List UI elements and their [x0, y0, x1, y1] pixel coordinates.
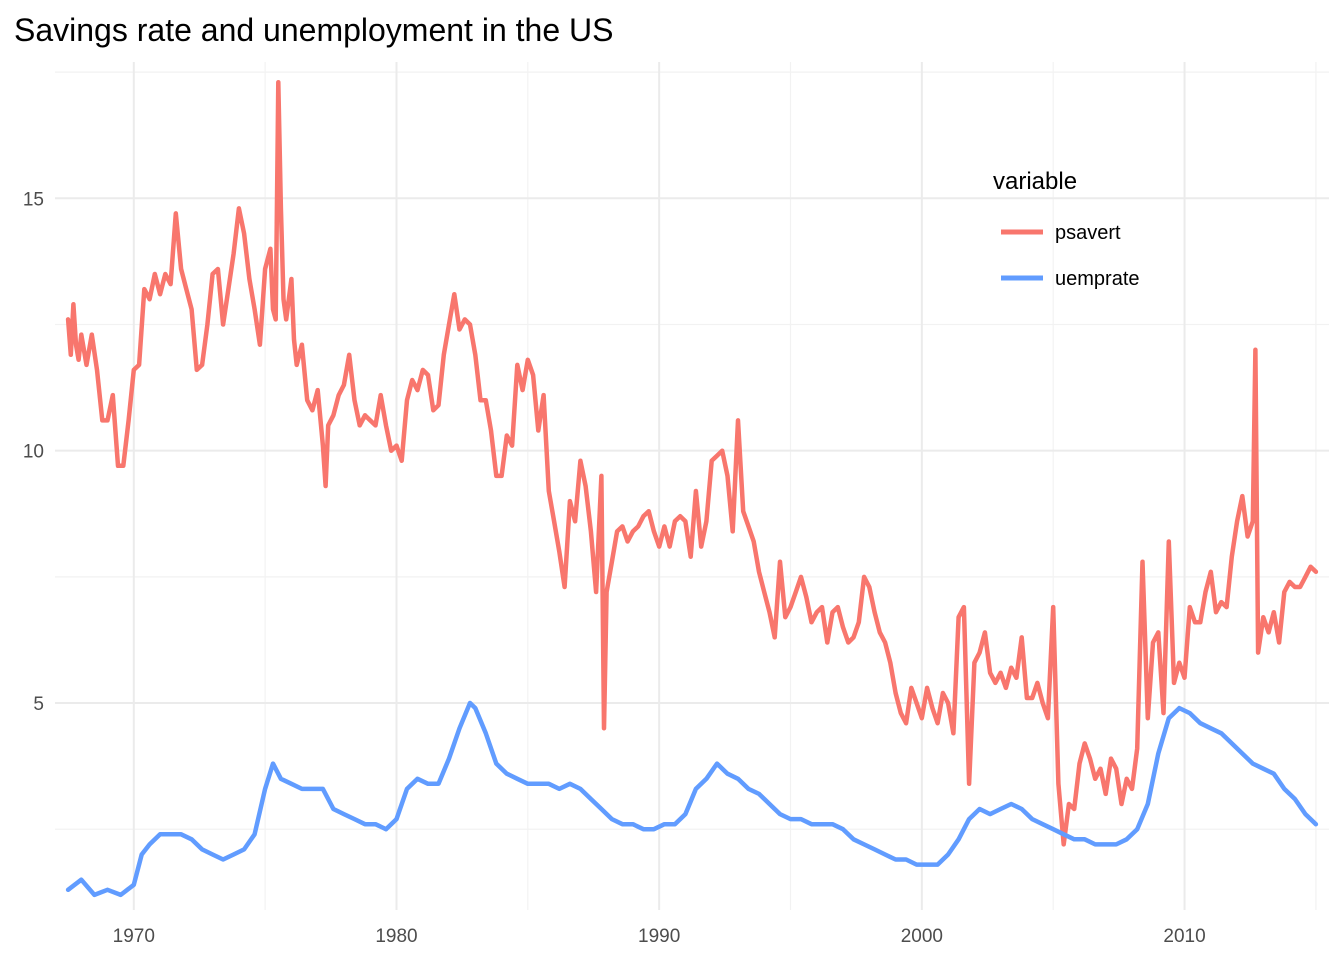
- grid: [55, 62, 1329, 910]
- series-layer: [65, 79, 1319, 898]
- y-axis: 5 10 15: [23, 189, 44, 715]
- legend-label-uemprate: uemprate: [1055, 268, 1140, 290]
- x-tick-label: 1990: [638, 926, 680, 947]
- series-line-psavert: [65, 79, 1319, 847]
- y-tick-label: 15: [23, 189, 44, 210]
- x-tick-label: 2000: [901, 926, 943, 947]
- legend-title: variable: [993, 168, 1077, 195]
- series-line-uemprate: [65, 700, 1319, 898]
- y-tick-label: 10: [23, 442, 44, 463]
- legend-items: psavert uemprate: [1001, 222, 1140, 290]
- legend-label-psavert: psavert: [1055, 222, 1121, 244]
- legend: variable psavert uemprate: [993, 168, 1140, 290]
- chart-title: Savings rate and unemployment in the US: [14, 12, 613, 48]
- x-axis: 1970 1980 1990 2000 2010: [113, 926, 1206, 947]
- x-tick-label: 1970: [113, 926, 155, 947]
- x-tick-label: 2010: [1163, 926, 1205, 947]
- x-tick-label: 1980: [375, 926, 417, 947]
- y-tick-label: 5: [33, 694, 44, 715]
